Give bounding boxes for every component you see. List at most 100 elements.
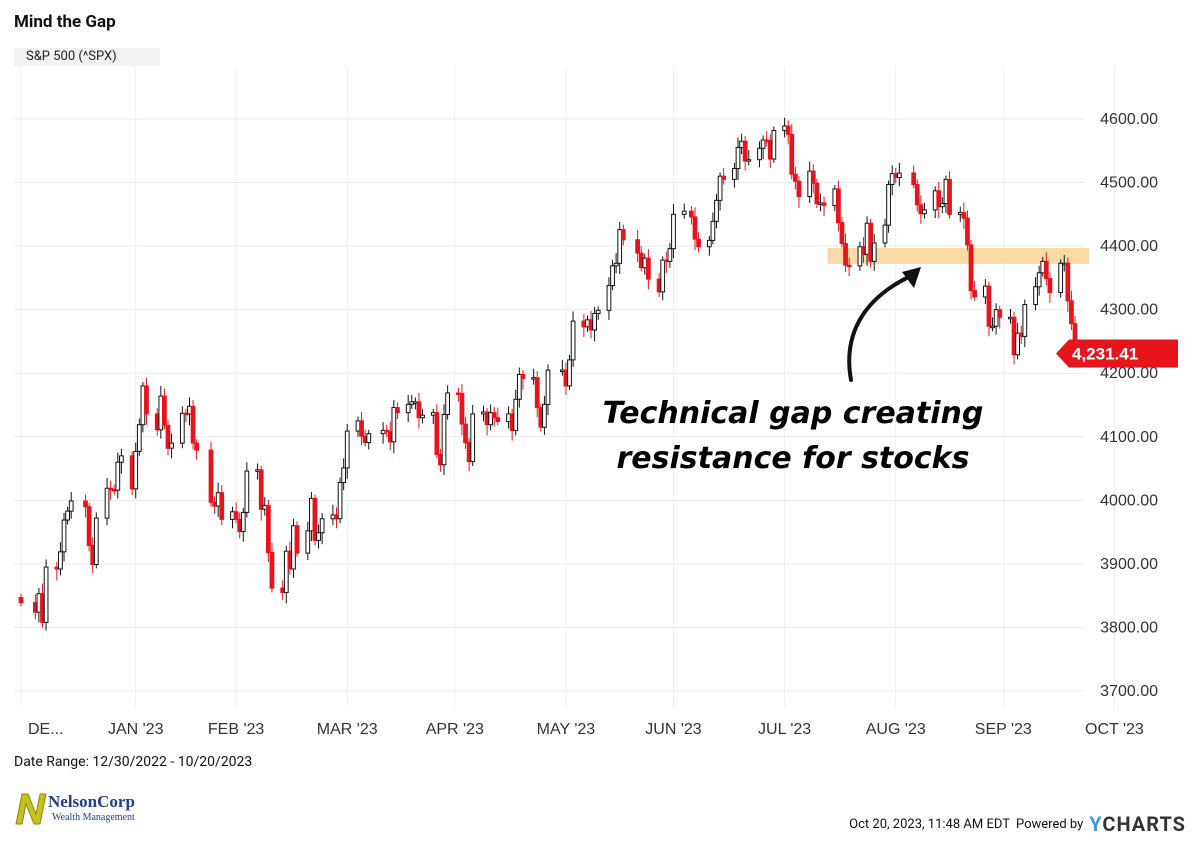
candle [240, 507, 246, 542]
candle-body [882, 224, 888, 244]
candle [947, 171, 952, 219]
candle-body [972, 290, 977, 298]
candle [208, 441, 214, 507]
candle [194, 439, 200, 460]
candle [757, 141, 762, 168]
candle [179, 406, 185, 449]
candle [542, 396, 547, 435]
x-axis: DE... JAN '23 FEB '23 MAR '23 APR '23 MAY '23… [28, 721, 1144, 738]
candle-body [434, 412, 440, 456]
candle [516, 367, 522, 408]
candle [463, 417, 468, 449]
x-tick-label: DE... [28, 721, 64, 738]
candle-body [789, 133, 795, 175]
candle [997, 305, 1003, 329]
candle [993, 303, 999, 335]
candle-body [968, 244, 974, 292]
candle-body [144, 385, 149, 415]
candle [133, 442, 139, 499]
candle-body [208, 449, 214, 503]
candle [821, 196, 827, 217]
ycharts-logo[interactable]: YCHARTS [1089, 812, 1186, 836]
candle [1047, 272, 1053, 303]
candle [337, 477, 343, 524]
candle [843, 233, 848, 273]
candle-body [58, 551, 63, 570]
ycharts-logo-y: Y [1089, 812, 1103, 836]
candle-body [721, 175, 727, 180]
candle [882, 218, 888, 248]
candle [771, 126, 777, 163]
candle [814, 178, 820, 208]
candle-body [240, 511, 246, 532]
candle-body [646, 257, 651, 280]
candle [384, 424, 390, 437]
candle-body [384, 429, 390, 433]
candle [61, 513, 67, 562]
candle [911, 165, 917, 189]
candle [119, 448, 124, 474]
candle-body [667, 248, 673, 262]
candle [86, 502, 92, 552]
y-tick-label: 4100.00 [1100, 429, 1158, 446]
candle-body [814, 182, 820, 205]
candle [613, 253, 619, 274]
x-tick-label: MAY '23 [537, 721, 596, 738]
candle [922, 202, 927, 219]
candle [144, 377, 149, 425]
series-label[interactable]: S&P 500 (^SPX) [14, 48, 160, 66]
candle [434, 404, 440, 459]
candle [871, 234, 877, 271]
candle-body [947, 178, 952, 215]
candle-body [785, 125, 791, 135]
candle-body [233, 511, 239, 520]
candle [294, 521, 300, 557]
candle-body [534, 377, 540, 409]
candle [792, 166, 798, 190]
candle [746, 150, 752, 166]
candle-body [18, 597, 24, 604]
candle-body [922, 209, 927, 215]
candle-body [836, 188, 841, 224]
candle [914, 179, 920, 212]
candle [108, 480, 114, 500]
candle-body [868, 222, 874, 262]
candle [706, 235, 712, 256]
candle [459, 384, 465, 436]
candle [43, 559, 49, 631]
last-price-badge [1056, 339, 1178, 368]
candle [1015, 323, 1021, 360]
candle [93, 512, 99, 569]
candle [405, 394, 411, 423]
candle [721, 167, 727, 185]
candle [136, 418, 142, 456]
candle [965, 210, 970, 251]
x-tick-label: FEB '23 [208, 721, 265, 738]
candle [968, 239, 974, 300]
candle [939, 197, 945, 214]
candle-body [420, 414, 425, 419]
candle-body [810, 170, 816, 184]
candle-body [620, 229, 626, 241]
gap-resistance-zone [827, 248, 1089, 264]
candle-body [592, 312, 597, 331]
candle-body [1043, 260, 1049, 280]
candle [491, 406, 497, 427]
candle [617, 221, 623, 275]
candle [760, 135, 766, 160]
candle [104, 478, 110, 526]
candle-body [886, 183, 891, 226]
annotation-line-2: resistance for stocks [617, 441, 970, 476]
candle-body [911, 172, 917, 185]
candle-body [68, 500, 74, 512]
candle-body [570, 320, 576, 361]
candle-body [771, 129, 777, 160]
x-tick-label: SEP '23 [975, 721, 1032, 738]
candle [789, 124, 795, 180]
candle [416, 392, 422, 429]
y-tick-label: 4500.00 [1100, 175, 1158, 192]
candle-body [1058, 262, 1064, 294]
grid-lines [14, 66, 1115, 708]
candle [857, 241, 863, 271]
candle [689, 206, 694, 225]
